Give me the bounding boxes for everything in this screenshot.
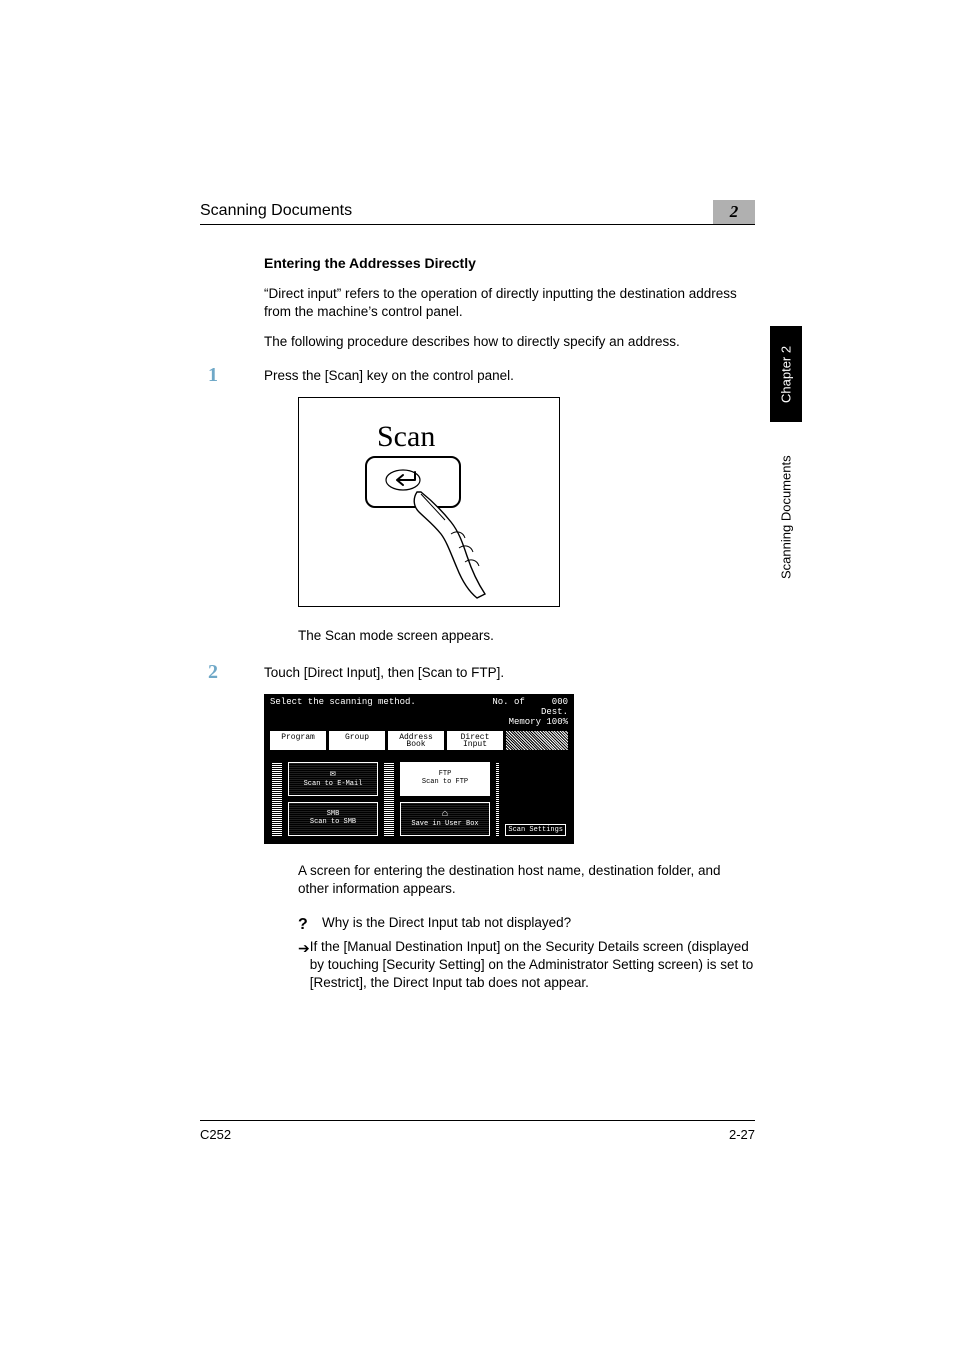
lcd-option-scan-to-smb[interactable]: SMB Scan to SMB	[288, 802, 378, 836]
qa-question: Why is the Direct Input tab not displaye…	[322, 914, 571, 936]
lcd-option-label: Save in User Box	[411, 821, 478, 828]
lcd-scroll-stripe	[272, 762, 282, 836]
lcd-screenshot: Select the scanning method. No. of 000 D…	[264, 694, 574, 844]
step-number: 1	[200, 364, 264, 387]
scan-key-figure: Scan	[298, 397, 560, 607]
lcd-dest-label-1: No. of	[492, 697, 524, 707]
lead-paragraph: The following procedure describes how to…	[264, 333, 755, 351]
side-chapter-label: Chapter 2	[779, 345, 794, 402]
scan-key-label: Scan	[377, 420, 435, 454]
scan-return-icon	[383, 468, 423, 492]
lcd-option-label: Scan to E-Mail	[304, 781, 363, 788]
lcd-tab-direct-input[interactable]: Direct Input	[447, 731, 503, 750]
lcd-option-label: Scan to SMB	[310, 819, 356, 826]
lcd-status: No. of 000 Dest. Memory 100%	[492, 698, 568, 728]
envelope-icon: ✉	[330, 770, 336, 780]
step-1: 1 Press the [Scan] key on the control pa…	[200, 364, 755, 387]
lcd-option-scan-to-ftp[interactable]: FTP Scan to FTP	[400, 762, 490, 796]
lcd-tab-row: Program Group Address Book Direct Input	[270, 731, 568, 750]
side-section-label: Scanning Documents	[770, 432, 802, 602]
header-section-title: Scanning Documents	[200, 202, 352, 220]
lcd-top-row: Select the scanning method. No. of 000 D…	[270, 698, 568, 728]
lcd-option-scan-to-email[interactable]: ✉ Scan to E-Mail	[288, 762, 378, 796]
lcd-options-area: ✉ Scan to E-Mail SMB Scan to SMB FTP Sca…	[270, 754, 568, 838]
side-chapter-tab: Chapter 2	[770, 326, 802, 422]
lcd-prompt: Select the scanning method.	[270, 698, 416, 728]
step-2-result: A screen for entering the destination ho…	[298, 862, 755, 898]
lcd-memory-label: Memory	[509, 717, 541, 727]
qa-question-row: ? Why is the Direct Input tab not displa…	[298, 914, 755, 936]
step-text: Touch [Direct Input], then [Scan to FTP]…	[264, 661, 755, 684]
footer-page-number: 2-27	[729, 1127, 755, 1142]
footer-model: C252	[200, 1127, 231, 1142]
page-footer: C252 2-27	[200, 1120, 755, 1142]
qa-answer-row: ➔ If the [Manual Destination Input] on t…	[298, 938, 755, 993]
step-number: 2	[200, 661, 264, 684]
step-2: 2 Touch [Direct Input], then [Scan to FT…	[200, 661, 755, 684]
ftp-icon: FTP	[439, 771, 452, 778]
intro-paragraph: “Direct input” refers to the operation o…	[264, 285, 755, 321]
step-text: Press the [Scan] key on the control pane…	[264, 364, 755, 387]
chapter-number: 2	[730, 202, 739, 222]
house-icon: ⌂	[442, 810, 448, 820]
lcd-dest-label-2: Dest.	[541, 707, 568, 717]
smb-icon: SMB	[327, 811, 340, 818]
chapter-number-tab: 2	[713, 200, 755, 224]
lcd-memory-value: 100%	[546, 717, 568, 727]
lcd-tab-group[interactable]: Group	[329, 731, 385, 750]
pointing-hand-icon	[411, 490, 501, 600]
lcd-tab-address-book[interactable]: Address Book	[388, 731, 444, 750]
lcd-scroll-stripe	[496, 762, 499, 836]
lcd-tab-filler	[506, 731, 568, 750]
lcd-dest-count: 000	[552, 697, 568, 707]
lcd-option-save-userbox[interactable]: ⌂ Save in User Box	[400, 802, 490, 836]
qa-answer: If the [Manual Destination Input] on the…	[310, 938, 755, 993]
lcd-option-label: Scan to FTP	[422, 779, 468, 786]
step-1-result: The Scan mode screen appears.	[298, 627, 755, 645]
lcd-tab-program[interactable]: Program	[270, 731, 326, 750]
lcd-scan-settings-button[interactable]: Scan Settings	[505, 824, 566, 836]
question-mark-icon: ?	[298, 914, 322, 936]
section-heading: Entering the Addresses Directly	[264, 255, 755, 271]
lcd-scroll-stripe	[384, 762, 394, 836]
page-header: Scanning Documents 2	[200, 200, 755, 225]
arrow-right-icon: ➔	[298, 938, 310, 993]
